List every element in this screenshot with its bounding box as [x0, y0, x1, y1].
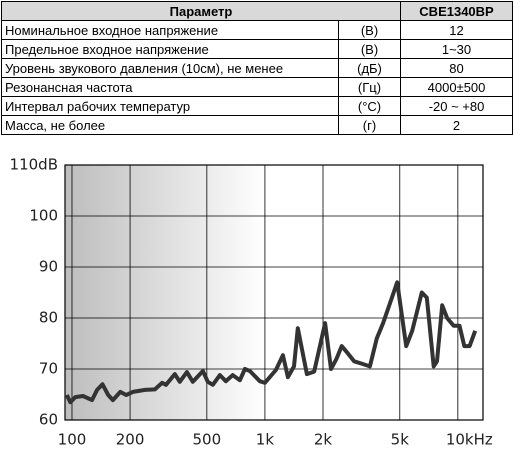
y-tick-label: 90 [39, 258, 58, 276]
table-cell: 80 [400, 58, 514, 78]
table-cell: -20 ~ +80 [400, 96, 514, 116]
table-cell: (дБ) [337, 58, 402, 78]
spec-table: Параметр CBE1340BP Номинальное входное н… [0, 1, 514, 135]
table-cell: Масса, не более [1, 115, 339, 135]
table-row: Интервал рабочих температур (°C) -20 ~ +80 [1, 96, 514, 116]
background-shade [65, 165, 265, 420]
table-cell: Интервал рабочих температур [1, 96, 339, 116]
y-tick-label: 100 [29, 207, 58, 225]
y-tick-label: 70 [39, 360, 58, 378]
y-tick-label: 110dB [10, 156, 58, 174]
x-tick-label: 100 [58, 431, 87, 449]
table-row: Резонансная частота (Гц) 4000±500 [1, 77, 514, 97]
header-cell: Параметр [0, 1, 402, 21]
table-cell: (Гц) [337, 77, 402, 97]
table-cell: (В) [337, 20, 402, 40]
table-cell: Предельное входное напряжение [1, 39, 339, 59]
table-cell: Уровень звукового давления (10см), не ме… [1, 58, 339, 78]
x-tick-label: 2k [314, 431, 333, 449]
table-cell: (°C) [337, 96, 402, 116]
response-line [65, 280, 478, 405]
table-row: Номинальное входное напряжение (В) 12 [1, 20, 514, 40]
x-tick-label: 5k [391, 431, 410, 449]
table-cell: Номинальное входное напряжение [1, 20, 339, 40]
header-row: Параметр CBE1340BP [0, 1, 514, 21]
table-cell: 12 [400, 20, 514, 40]
table-cell: 2 [400, 115, 514, 135]
y-tick-label: 60 [39, 411, 58, 429]
x-tick-label: 10kHz [446, 431, 493, 449]
chart: 60 70 80 90 100 110dB 100 200 500 1k 2k 5k 10kHz [10, 156, 493, 449]
table-cell: (В) [337, 39, 402, 59]
table-row: Масса, не более (г) 2 [1, 115, 514, 135]
table-cell: (г) [337, 115, 402, 135]
x-tick-label: 500 [193, 431, 222, 449]
x-tick-label: 200 [116, 431, 145, 449]
table-cell: Резонансная частота [1, 77, 339, 97]
table-row: Уровень звукового давления (10см), не ме… [1, 58, 514, 78]
header-cell: CBE1340BP [400, 1, 514, 21]
table-cell: 4000±500 [400, 77, 514, 97]
y-tick-label: 80 [39, 309, 58, 327]
table-cell: 1~30 [400, 39, 514, 59]
x-tick-label: 1k [256, 431, 275, 449]
table-row: Предельное входное напряжение (В) 1~30 [1, 39, 514, 59]
